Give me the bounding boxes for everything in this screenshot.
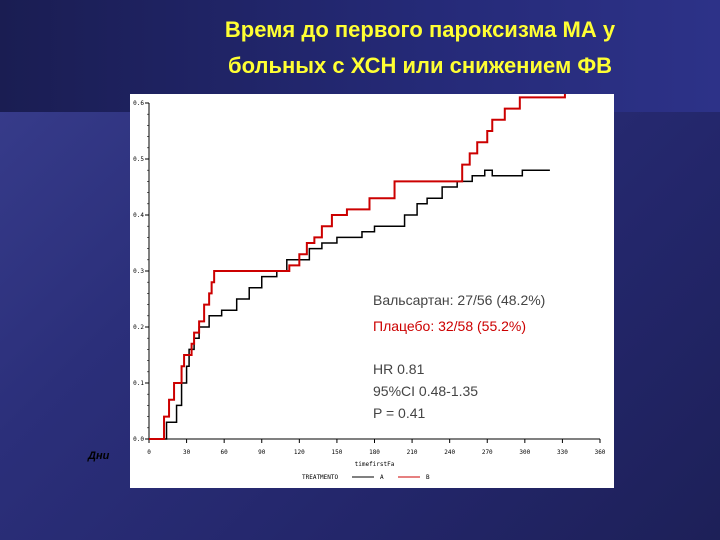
legend-label-a: A <box>380 474 384 481</box>
x-tick-label: 30 <box>183 449 191 456</box>
y-tick-label: 0.3 <box>133 268 144 275</box>
km-chart: 0.0 0.1 0.2 0.3 0.4 0.5 0.6 0 30 60 90 120 150 180 210… <box>133 86 606 481</box>
x-axis-label: timefirstFa <box>355 461 395 468</box>
annotation-layer: Вальсартан: 27/56 (48.2%) Плацебо: 32/58… <box>373 292 545 421</box>
x-tick-label: 180 <box>369 449 380 456</box>
title-line-2: больных с ХСН или снижением ФВ <box>227 53 612 78</box>
y-tick-label: 0.0 <box>133 436 144 443</box>
x-tick-label: 360 <box>595 449 606 456</box>
series-a-line <box>149 169 550 440</box>
title-band <box>0 0 720 112</box>
series-layer <box>149 86 566 440</box>
ci-annotation: 95%CI 0.48-1.35 <box>373 383 478 399</box>
days-label: Дни <box>88 450 110 462</box>
valsartan-annotation: Вальсартан: 27/56 (48.2%) <box>373 292 545 308</box>
series-b-line <box>149 86 566 440</box>
placebo-annotation: Плацебо: 32/58 (55.2%) <box>373 318 526 334</box>
legend-label-b: B <box>426 474 430 481</box>
x-tick-label: 150 <box>331 449 342 456</box>
legend-title: TREATMENTO <box>302 474 339 481</box>
p-annotation: P = 0.41 <box>373 405 426 421</box>
chart-panel: 0.0 0.1 0.2 0.3 0.4 0.5 0.6 0 30 60 90 120 150 180 210… <box>130 86 614 488</box>
x-tick-label: 240 <box>444 449 455 456</box>
x-tick-label: 90 <box>258 449 266 456</box>
x-tick-label: 270 <box>482 449 493 456</box>
hr-annotation: HR 0.81 <box>373 361 425 377</box>
y-tick-label: 0.2 <box>133 324 144 331</box>
y-tick-label: 0.1 <box>133 380 144 387</box>
x-tick-label: 300 <box>519 449 530 456</box>
title-line-1: Время до первого пароксизма МА у <box>224 17 616 42</box>
y-tick-label: 0.5 <box>133 156 144 163</box>
axes-layer: 0.0 0.1 0.2 0.3 0.4 0.5 0.6 0 30 60 90 120 150 180 210… <box>133 100 606 468</box>
x-tick-label: 210 <box>407 449 418 456</box>
x-tick-label: 0 <box>147 449 151 456</box>
y-tick-label: 0.6 <box>133 100 144 107</box>
y-tick-label: 0.4 <box>133 212 144 219</box>
slide-title: Время до первого пароксизма МА у больных… <box>150 12 690 84</box>
x-tick-label: 120 <box>294 449 305 456</box>
x-tick-label: 330 <box>557 449 568 456</box>
x-tick-label: 60 <box>221 449 229 456</box>
legend: TREATMENTO A B <box>302 474 430 481</box>
